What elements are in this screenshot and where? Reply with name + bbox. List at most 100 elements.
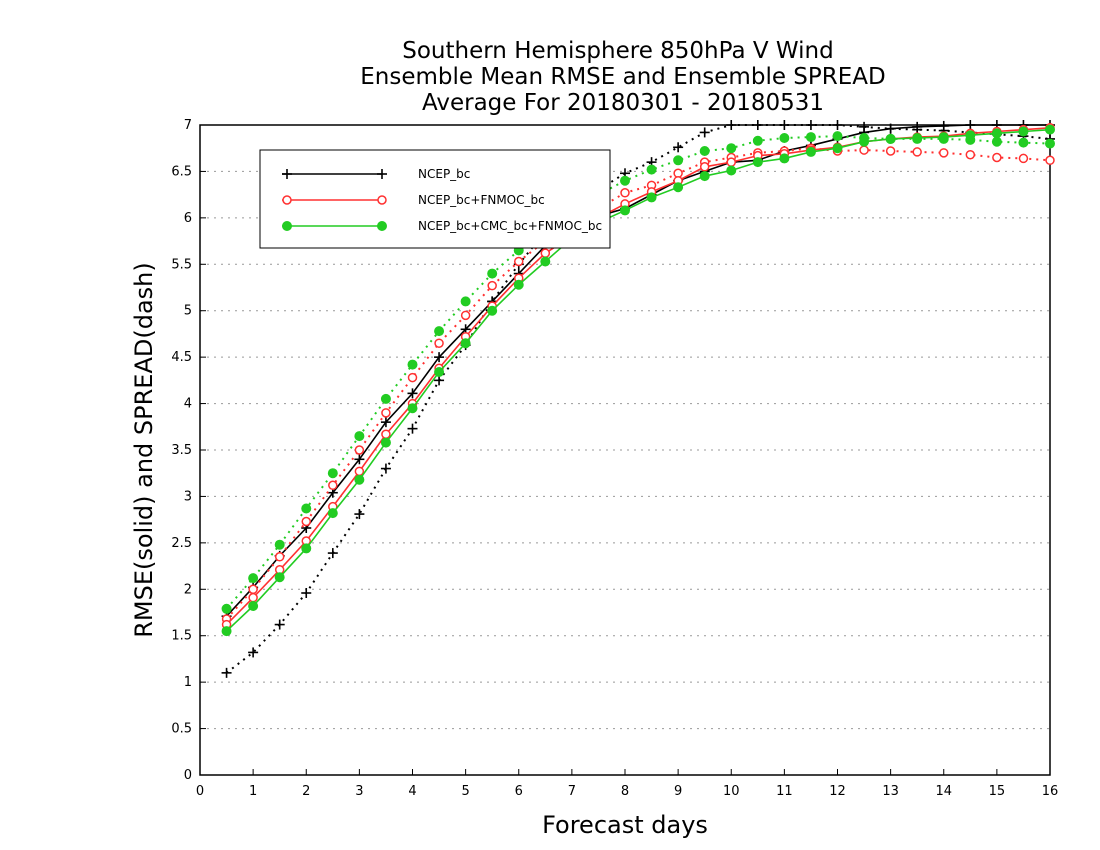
series-2-rmse-point [354,474,365,485]
series-2-rmse-point [805,146,816,157]
series-0-spread-point [354,509,365,520]
y-tick-label: 0.5 [171,722,192,737]
series-0-spread-point [221,667,232,678]
series-1-spread-point [434,338,444,348]
series-layer [221,120,1055,678]
series-1-rmse-point [699,162,710,172]
series-1-spread-point [274,552,285,562]
series-2-spread-point [327,468,338,479]
legend-marker-left-2 [282,221,292,231]
series-1-spread-point [460,310,471,321]
series-2-spread-point [673,155,684,166]
legend-label-2: NCEP_bc+CMC_bc+FNMOC_bc [418,219,602,233]
legend: NCEP_bc NCEP_bc+FNMOC_bc NCEP_bc+CMC_bc+FN… [259,149,611,249]
x-tick-label: 1 [249,784,257,799]
series-2-spread-point [407,359,418,370]
y-tick-label: 6.5 [171,164,192,179]
series-2-spread-point [832,131,843,142]
series-0-spread-point [673,142,684,153]
series-0-spread-point [274,619,285,630]
x-tick-label: 9 [674,784,682,799]
series-2-spread-point [380,393,391,404]
series-0-rmse-point [885,123,896,134]
series-2-rmse-point [646,192,657,203]
series-2-rmse-point [1045,124,1055,135]
series-2-spread-point [460,296,471,307]
series-2-spread-point [301,503,312,514]
series-1-spread-point [859,145,869,155]
x-tick-label: 6 [515,784,523,799]
series-1-spread-point [354,445,365,455]
series-0-rmse-point [380,417,391,428]
series-2-spread-point [752,135,763,146]
series-2-spread-point [991,136,1002,147]
x-axis-label: Forecast days [542,811,708,839]
series-1-rmse-point [726,157,736,167]
series-2-spread-point [221,603,232,614]
legend-marker-left-0 [282,169,292,179]
series-0-rmse-point [407,388,418,399]
series-1-spread-point [620,188,630,198]
series-2-rmse-point [620,205,630,216]
x-tick-label: 3 [355,784,363,799]
series-0-spread-point [832,120,843,130]
x-tick-label: 2 [302,784,310,799]
series-1-spread-point [301,516,311,527]
x-tick-label: 14 [935,784,952,799]
series-1-spread-point [992,152,1002,163]
series-2-rmse-point [673,182,684,193]
x-tick-label: 0 [196,784,204,799]
legend-marker-right-0 [377,169,387,179]
series-0-rmse-point [912,121,923,132]
y-tick-label: 1.5 [171,629,192,644]
series-0-rmse-point [938,120,949,131]
series-2-rmse-point [726,165,737,176]
legend-box [259,149,611,249]
grid-lines [200,170,1050,730]
series-2-spread-point [646,164,657,175]
series-0-spread-point [805,120,816,130]
series-1-spread-line [225,147,1051,620]
legend-label-1: NCEP_bc+FNMOC_bc [418,193,545,207]
series-0-spread-point [327,548,338,559]
series-2-spread-point [779,133,790,143]
series-2-rmse-point [248,601,259,611]
legend-label-0: NCEP_bc [418,167,470,181]
x-tick-label: 16 [1042,784,1059,799]
series-1-spread-point [1018,153,1029,164]
series-2-rmse-point [540,256,551,267]
series-1-spread-point [912,147,922,157]
y-tick-label: 4.5 [171,350,192,365]
series-2-spread-point [805,132,816,143]
series-2-spread-point [487,268,498,279]
series-1-spread-point [381,408,391,418]
series-2-rmse-point [327,508,338,519]
series-1-rmse-point [381,429,391,439]
legend-marker-right-2 [377,221,387,231]
series-1-spread-point [965,149,976,160]
y-tick-label: 7 [184,118,192,133]
series-2-spread-point [354,431,365,442]
series-2-spread-point [1018,137,1029,148]
series-0-spread-point [248,647,259,658]
series-2-spread-point [699,146,710,156]
series-2-rmse-point [859,136,870,147]
axis-ticks: 00.511.522.533.544.555.566.570 1 2 3 4 5 6 7 8 9 1… [171,118,1058,799]
y-axis-label: RMSE(solid) and SPREAD(dash) [130,262,158,638]
series-0-spread-point [726,120,737,130]
series-1-spread-point [939,148,949,158]
series-0-spread-point [407,423,418,434]
series-2-rmse-point [699,171,710,182]
series-2-rmse-point [274,572,285,583]
series-2-rmse-point [221,626,232,637]
series-1-spread-point [407,372,418,383]
x-tick-label: 13 [882,784,899,799]
x-tick-label: 4 [408,784,416,799]
series-2-rmse-point [460,338,471,349]
series-0-spread-point [699,127,710,138]
y-tick-label: 5.5 [171,257,192,272]
series-2-rmse-point [301,543,312,554]
series-1-spread-point [328,480,338,491]
series-0-rmse-point [434,352,445,363]
